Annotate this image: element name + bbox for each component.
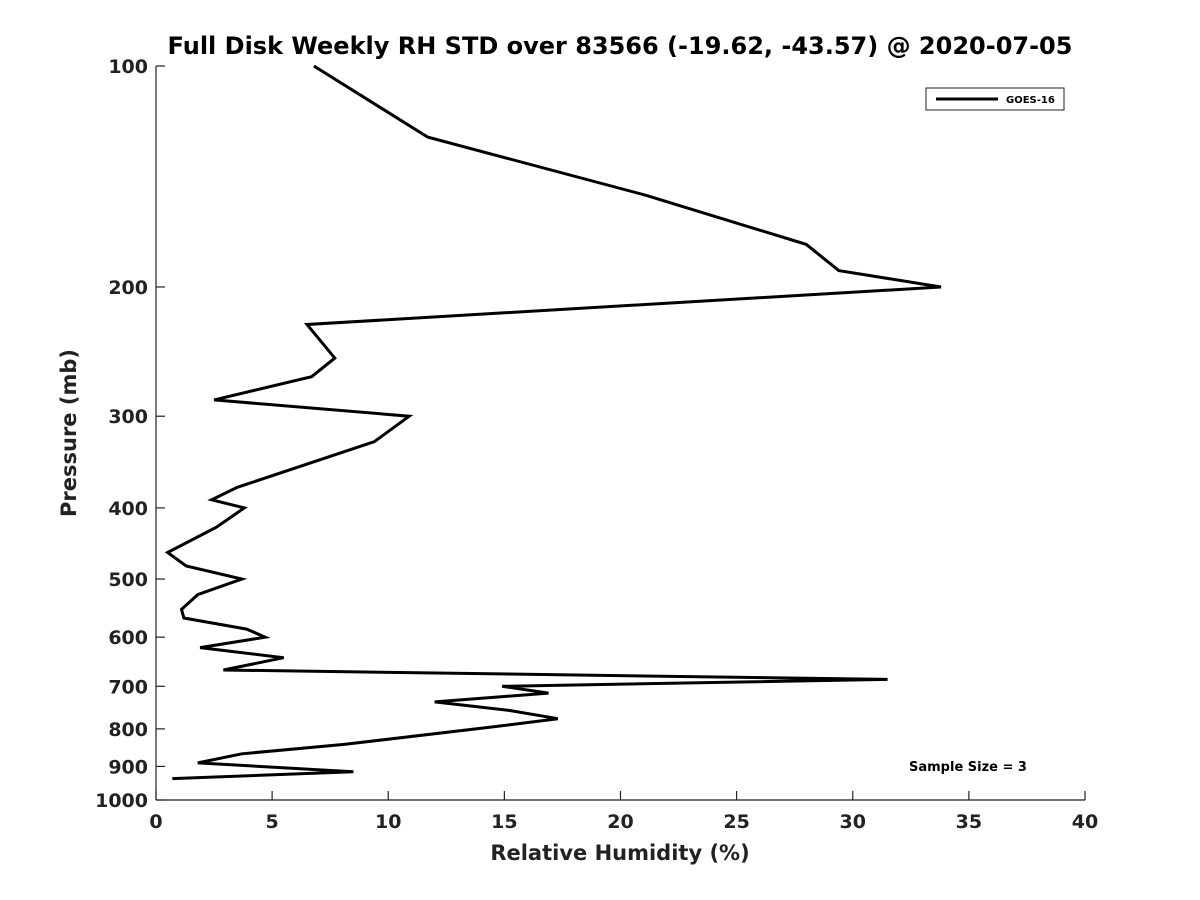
y-tick-label: 700 — [108, 676, 148, 698]
chart-title: Full Disk Weekly RH STD over 83566 (-19.… — [168, 32, 1073, 60]
x-tick-label: 10 — [375, 811, 401, 833]
y-tick-label: 1000 — [95, 790, 148, 812]
y-tick-label: 500 — [108, 569, 148, 591]
x-tick-label: 15 — [491, 811, 517, 833]
x-tick-label: 25 — [723, 811, 749, 833]
series-line-goes-16 — [164, 64, 942, 781]
sample-size-annotation: Sample Size = 3 — [909, 760, 1027, 775]
x-tick-label: 40 — [1072, 811, 1098, 833]
x-axis-label: Relative Humidity (%) — [490, 841, 749, 865]
y-tick-label: 400 — [108, 498, 148, 520]
x-tick-label: 35 — [956, 811, 982, 833]
y-tick-label: 300 — [108, 406, 148, 428]
y-axis-label: Pressure (mb) — [57, 349, 81, 517]
y-tick-label: 100 — [108, 56, 148, 78]
plot-area: 0 5 10 15 20 25 30 35 40 100 200 300 400 500 600 700 800… — [95, 56, 1098, 833]
legend-label: GOES-16 — [1006, 95, 1055, 106]
y-tick-label: 800 — [108, 719, 148, 741]
x-tick-label: 30 — [840, 811, 866, 833]
y-tick-label: 600 — [108, 627, 148, 649]
y-tick-label: 900 — [108, 756, 148, 778]
y-tick-label: 200 — [108, 277, 148, 299]
x-tick-label: 0 — [149, 811, 162, 833]
x-tick-label: 20 — [607, 811, 633, 833]
x-tick-label: 5 — [266, 811, 279, 833]
